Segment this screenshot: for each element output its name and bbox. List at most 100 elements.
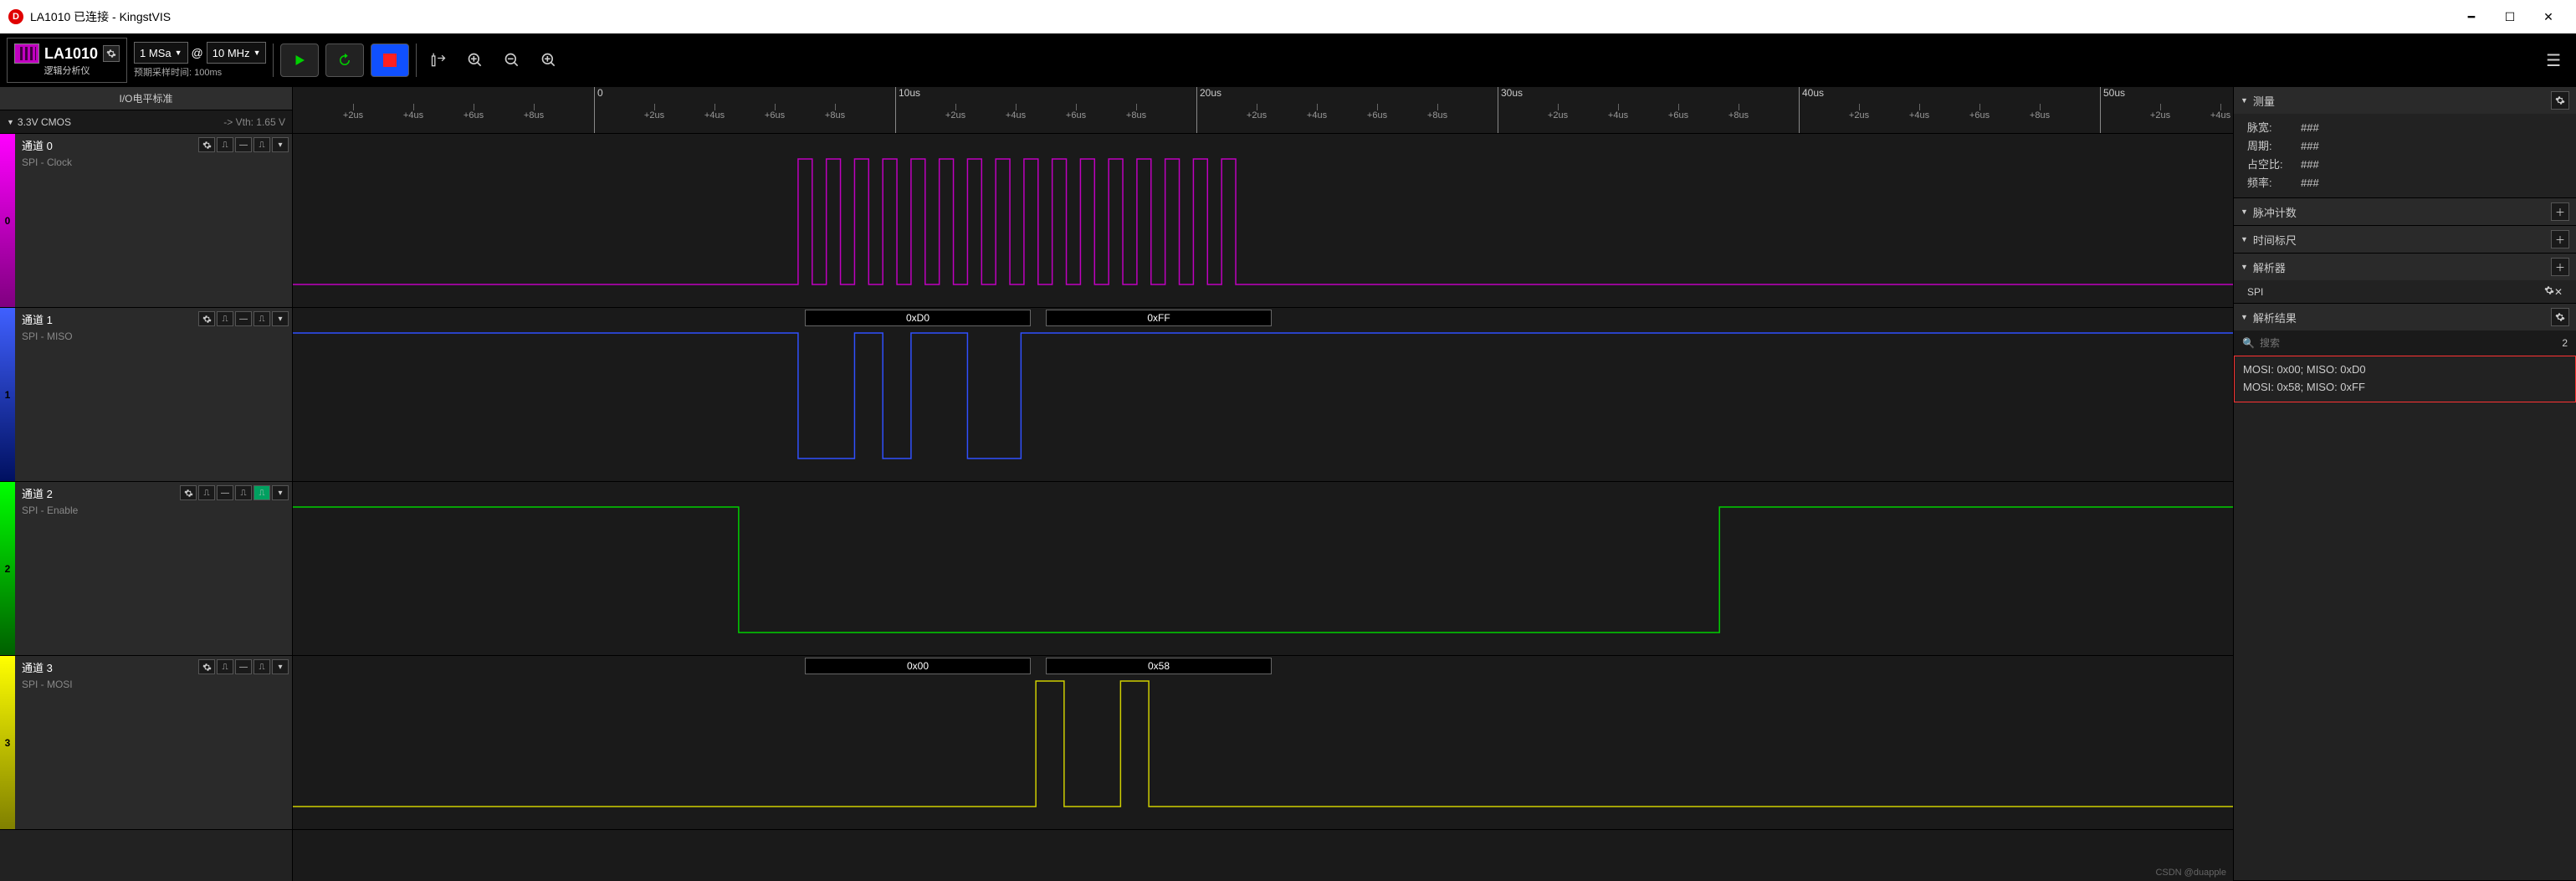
channel-tab[interactable]: 3 xyxy=(0,656,15,829)
zoom-fit-button[interactable] xyxy=(460,45,490,75)
channel-info: 通道 2 SPI - Enable ⎍ — ⎍ ⎍ ▾ xyxy=(15,482,292,655)
trigger-rise-button[interactable]: ⎍ xyxy=(217,311,233,326)
measure-label: 频率: xyxy=(2247,174,2294,192)
channel-tab[interactable]: 2 xyxy=(0,482,15,655)
chevron-down-icon: ▼ xyxy=(175,49,182,57)
trigger-rise-button[interactable]: ⎍ xyxy=(217,137,233,152)
device-settings-button[interactable] xyxy=(103,45,120,62)
trigger-rise-button[interactable]: ⎍ xyxy=(217,659,233,674)
watermark: CSDN @duapple xyxy=(2155,868,2226,878)
measure-header[interactable]: ▼ 测量 xyxy=(2234,87,2576,114)
channel-tab[interactable]: 0 xyxy=(0,134,15,307)
io-level-name: 3.3V CMOS xyxy=(18,116,71,128)
results-search-input[interactable] xyxy=(2260,337,2562,349)
trigger-fall-button[interactable]: ⎍ xyxy=(254,137,270,152)
chevron-down-icon: ▼ xyxy=(254,49,261,57)
stop-button[interactable] xyxy=(371,44,409,77)
collapse-icon: ▼ xyxy=(2241,96,2248,105)
measure-settings-button[interactable] xyxy=(2551,91,2569,110)
left-panel: I/O电平标准 ▼ 3.3V CMOS -> Vth: 1.65 V 0 通道 … xyxy=(0,87,293,881)
measure-value: ### xyxy=(2301,137,2319,156)
trigger-rise-button[interactable]: ⎍ xyxy=(198,485,215,500)
trigger-menu-button[interactable]: ▾ xyxy=(272,659,289,674)
channel-name: 通道 3 xyxy=(22,659,53,675)
trigger-active-button[interactable]: ⎍ xyxy=(254,485,270,500)
channel-settings-button[interactable] xyxy=(198,659,215,674)
channel-name: 通道 2 xyxy=(22,485,53,501)
channel-info: 通道 1 SPI - MISO ⎍ — ⎍ ▾ xyxy=(15,308,292,481)
analyser-settings-button[interactable] xyxy=(2544,285,2554,298)
channel-tab[interactable]: 1 xyxy=(0,308,15,481)
trigger-fall-button[interactable]: ⎍ xyxy=(254,311,270,326)
collapse-icon: ▼ xyxy=(2241,207,2248,216)
markers-header[interactable]: ▼ 时间标尺 ＋ xyxy=(2234,226,2576,253)
trigger-flat-button[interactable]: — xyxy=(217,485,233,500)
time-ruler[interactable]: +2us+4us+6us+8us+2us+4us+6us+8us+2us+4us… xyxy=(293,87,2233,134)
device-box[interactable]: LA1010 逻辑分析仪 xyxy=(7,38,127,83)
collapse-icon: ▼ xyxy=(2241,235,2248,243)
channel-settings-button[interactable] xyxy=(198,137,215,152)
trigger-menu-button[interactable]: ▾ xyxy=(272,485,289,500)
window-minimize-button[interactable]: ━ xyxy=(2452,4,2491,29)
trigger-flat-button[interactable]: — xyxy=(235,311,252,326)
measure-section: ▼ 测量 脉宽: ###周期: ###占空比: ###频率: ### xyxy=(2234,87,2576,198)
sampling-group: 1 MSa ▼ @ 10 MHz ▼ 预期采样时间: 100ms xyxy=(134,42,266,79)
marker-tool-button[interactable] xyxy=(423,45,453,75)
at-label: @ xyxy=(192,46,203,59)
add-button[interactable]: ＋ xyxy=(2551,230,2569,248)
trigger-fall-button[interactable]: ⎍ xyxy=(235,485,252,500)
channel-info-list: 0 通道 0 SPI - Clock ⎍ — ⎍ ▾ 1 通道 1 SPI - … xyxy=(0,134,292,830)
channel-settings-button[interactable] xyxy=(180,485,197,500)
rate-value: 10 MHz xyxy=(213,47,250,59)
pulse-count-title: 脉冲计数 xyxy=(2253,204,2548,220)
channel-info: 通道 0 SPI - Clock ⎍ — ⎍ ▾ xyxy=(15,134,292,307)
trigger-flat-button[interactable]: — xyxy=(235,137,252,152)
result-row[interactable]: MOSI: 0x00; MISO: 0xD0 xyxy=(2243,361,2567,379)
device-icon xyxy=(14,44,39,64)
add-button[interactable]: ＋ xyxy=(2551,258,2569,276)
collapse-icon: ▼ xyxy=(2241,313,2248,321)
trigger-menu-button[interactable]: ▾ xyxy=(272,137,289,152)
window-close-button[interactable]: ✕ xyxy=(2529,4,2568,29)
analyser-close-button[interactable]: ✕ xyxy=(2554,286,2563,298)
rate-combo[interactable]: 10 MHz ▼ xyxy=(207,42,267,64)
zoom-out-button[interactable] xyxy=(497,45,527,75)
trigger-flat-button[interactable]: — xyxy=(235,659,252,674)
channel-row: 3 通道 3 SPI - MOSI ⎍ — ⎍ ▾ xyxy=(0,656,292,830)
hamburger-menu-button[interactable]: ☰ xyxy=(2538,47,2569,74)
samples-value: 1 MSa xyxy=(140,47,172,59)
trigger-fall-button[interactable]: ⎍ xyxy=(254,659,270,674)
measure-label: 周期: xyxy=(2247,137,2294,156)
measure-value: ### xyxy=(2301,156,2319,174)
measure-label: 占空比: xyxy=(2247,156,2294,174)
channel-row: 2 通道 2 SPI - Enable ⎍ — ⎍ ⎍ ▾ xyxy=(0,482,292,656)
waveform-row xyxy=(293,482,2233,656)
waveform-canvas[interactable]: 0xD00xFF0x000x58 xyxy=(293,134,2233,881)
window-title: LA1010 已连接 - KingstVIS xyxy=(30,8,171,25)
results-search-row: 🔍 2 xyxy=(2234,330,2576,356)
measure-label: 脉宽: xyxy=(2247,119,2294,137)
results-settings-button[interactable] xyxy=(2551,308,2569,326)
samples-combo[interactable]: 1 MSa ▼ xyxy=(134,42,188,64)
markers-section: ▼ 时间标尺 ＋ xyxy=(2234,226,2576,254)
result-row[interactable]: MOSI: 0x58; MISO: 0xFF xyxy=(2243,379,2567,397)
results-header[interactable]: ▼ 解析结果 xyxy=(2234,304,2576,330)
channel-settings-button[interactable] xyxy=(198,311,215,326)
analysers-header[interactable]: ▼ 解析器 ＋ xyxy=(2234,254,2576,280)
waveform-row: 0x000x58 xyxy=(293,656,2233,830)
add-button[interactable]: ＋ xyxy=(2551,202,2569,221)
window-maximize-button[interactable]: ☐ xyxy=(2491,4,2529,29)
measure-value: ### xyxy=(2301,119,2319,137)
pulse-count-header[interactable]: ▼ 脉冲计数 ＋ xyxy=(2234,198,2576,225)
trigger-menu-button[interactable]: ▾ xyxy=(272,311,289,326)
collapse-icon: ▼ xyxy=(2241,263,2248,271)
loop-button[interactable] xyxy=(325,44,364,77)
io-level-selector[interactable]: ▼ 3.3V CMOS -> Vth: 1.65 V xyxy=(0,110,292,134)
measure-body: 脉宽: ###周期: ###占空比: ###频率: ### xyxy=(2234,114,2576,197)
pulse-count-section: ▼ 脉冲计数 ＋ xyxy=(2234,198,2576,226)
zoom-in-button[interactable] xyxy=(534,45,564,75)
run-button[interactable] xyxy=(280,44,319,77)
analysers-section: ▼ 解析器 ＋ SPI ✕ xyxy=(2234,254,2576,304)
results-section: ▼ 解析结果 🔍 2 MOSI: 0x00; MISO: 0xD0MOSI: 0… xyxy=(2234,304,2576,881)
analyser-item[interactable]: SPI ✕ xyxy=(2234,280,2576,303)
